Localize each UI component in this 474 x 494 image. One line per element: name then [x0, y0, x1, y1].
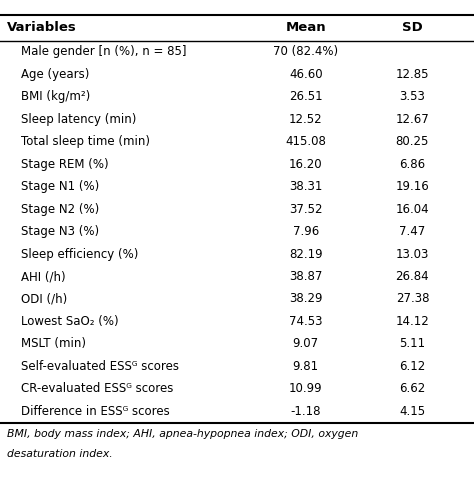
- Text: 16.04: 16.04: [396, 203, 429, 215]
- Text: Total sleep time (min): Total sleep time (min): [21, 135, 150, 148]
- Text: 26.51: 26.51: [289, 90, 322, 103]
- Text: Stage N2 (%): Stage N2 (%): [21, 203, 100, 215]
- Text: 38.29: 38.29: [289, 292, 322, 305]
- Text: Stage REM (%): Stage REM (%): [21, 158, 109, 170]
- Text: Sleep efficiency (%): Sleep efficiency (%): [21, 247, 139, 260]
- Text: Stage N3 (%): Stage N3 (%): [21, 225, 100, 238]
- Text: 12.52: 12.52: [289, 113, 322, 125]
- Text: BMI, body mass index; AHI, apnea-hypopnea index; ODI, oxygen: BMI, body mass index; AHI, apnea-hypopne…: [7, 429, 358, 439]
- Text: 46.60: 46.60: [289, 68, 322, 81]
- Text: AHI (/h): AHI (/h): [21, 270, 66, 283]
- Text: Self-evaluated ESSᴳ scores: Self-evaluated ESSᴳ scores: [21, 360, 179, 373]
- Text: 37.52: 37.52: [289, 203, 322, 215]
- Text: 19.16: 19.16: [395, 180, 429, 193]
- Text: 26.84: 26.84: [396, 270, 429, 283]
- Text: 4.15: 4.15: [399, 405, 426, 418]
- Text: 3.53: 3.53: [400, 90, 425, 103]
- Text: 13.03: 13.03: [396, 247, 429, 260]
- Text: 14.12: 14.12: [395, 315, 429, 328]
- Text: Stage N1 (%): Stage N1 (%): [21, 180, 100, 193]
- Text: 38.31: 38.31: [289, 180, 322, 193]
- Text: 12.67: 12.67: [395, 113, 429, 125]
- Text: MSLT (min): MSLT (min): [21, 337, 86, 350]
- Text: Difference in ESSᴳ scores: Difference in ESSᴳ scores: [21, 405, 170, 418]
- Text: 6.86: 6.86: [399, 158, 426, 170]
- Text: Sleep latency (min): Sleep latency (min): [21, 113, 137, 125]
- Text: Variables: Variables: [7, 21, 77, 34]
- Text: 6.12: 6.12: [399, 360, 426, 373]
- Text: 82.19: 82.19: [289, 247, 322, 260]
- Text: -1.18: -1.18: [291, 405, 321, 418]
- Text: 70 (82.4%): 70 (82.4%): [273, 45, 338, 58]
- Text: ODI (/h): ODI (/h): [21, 292, 68, 305]
- Text: 74.53: 74.53: [289, 315, 322, 328]
- Text: BMI (kg/m²): BMI (kg/m²): [21, 90, 91, 103]
- Text: 6.62: 6.62: [399, 382, 426, 395]
- Text: desaturation index.: desaturation index.: [7, 450, 113, 459]
- Text: SD: SD: [402, 21, 423, 34]
- Text: 80.25: 80.25: [396, 135, 429, 148]
- Text: Age (years): Age (years): [21, 68, 90, 81]
- Text: 7.96: 7.96: [292, 225, 319, 238]
- Text: 5.11: 5.11: [399, 337, 426, 350]
- Text: Mean: Mean: [285, 21, 326, 34]
- Text: 38.87: 38.87: [289, 270, 322, 283]
- Text: 16.20: 16.20: [289, 158, 322, 170]
- Text: 9.07: 9.07: [292, 337, 319, 350]
- Text: 415.08: 415.08: [285, 135, 326, 148]
- Text: 9.81: 9.81: [292, 360, 319, 373]
- Text: Male gender [n (%), n = 85]: Male gender [n (%), n = 85]: [21, 45, 187, 58]
- Text: 27.38: 27.38: [396, 292, 429, 305]
- Text: 10.99: 10.99: [289, 382, 322, 395]
- Text: 7.47: 7.47: [399, 225, 426, 238]
- Text: 12.85: 12.85: [396, 68, 429, 81]
- Text: Lowest SaO₂ (%): Lowest SaO₂ (%): [21, 315, 119, 328]
- Text: CR-evaluated ESSᴳ scores: CR-evaluated ESSᴳ scores: [21, 382, 173, 395]
